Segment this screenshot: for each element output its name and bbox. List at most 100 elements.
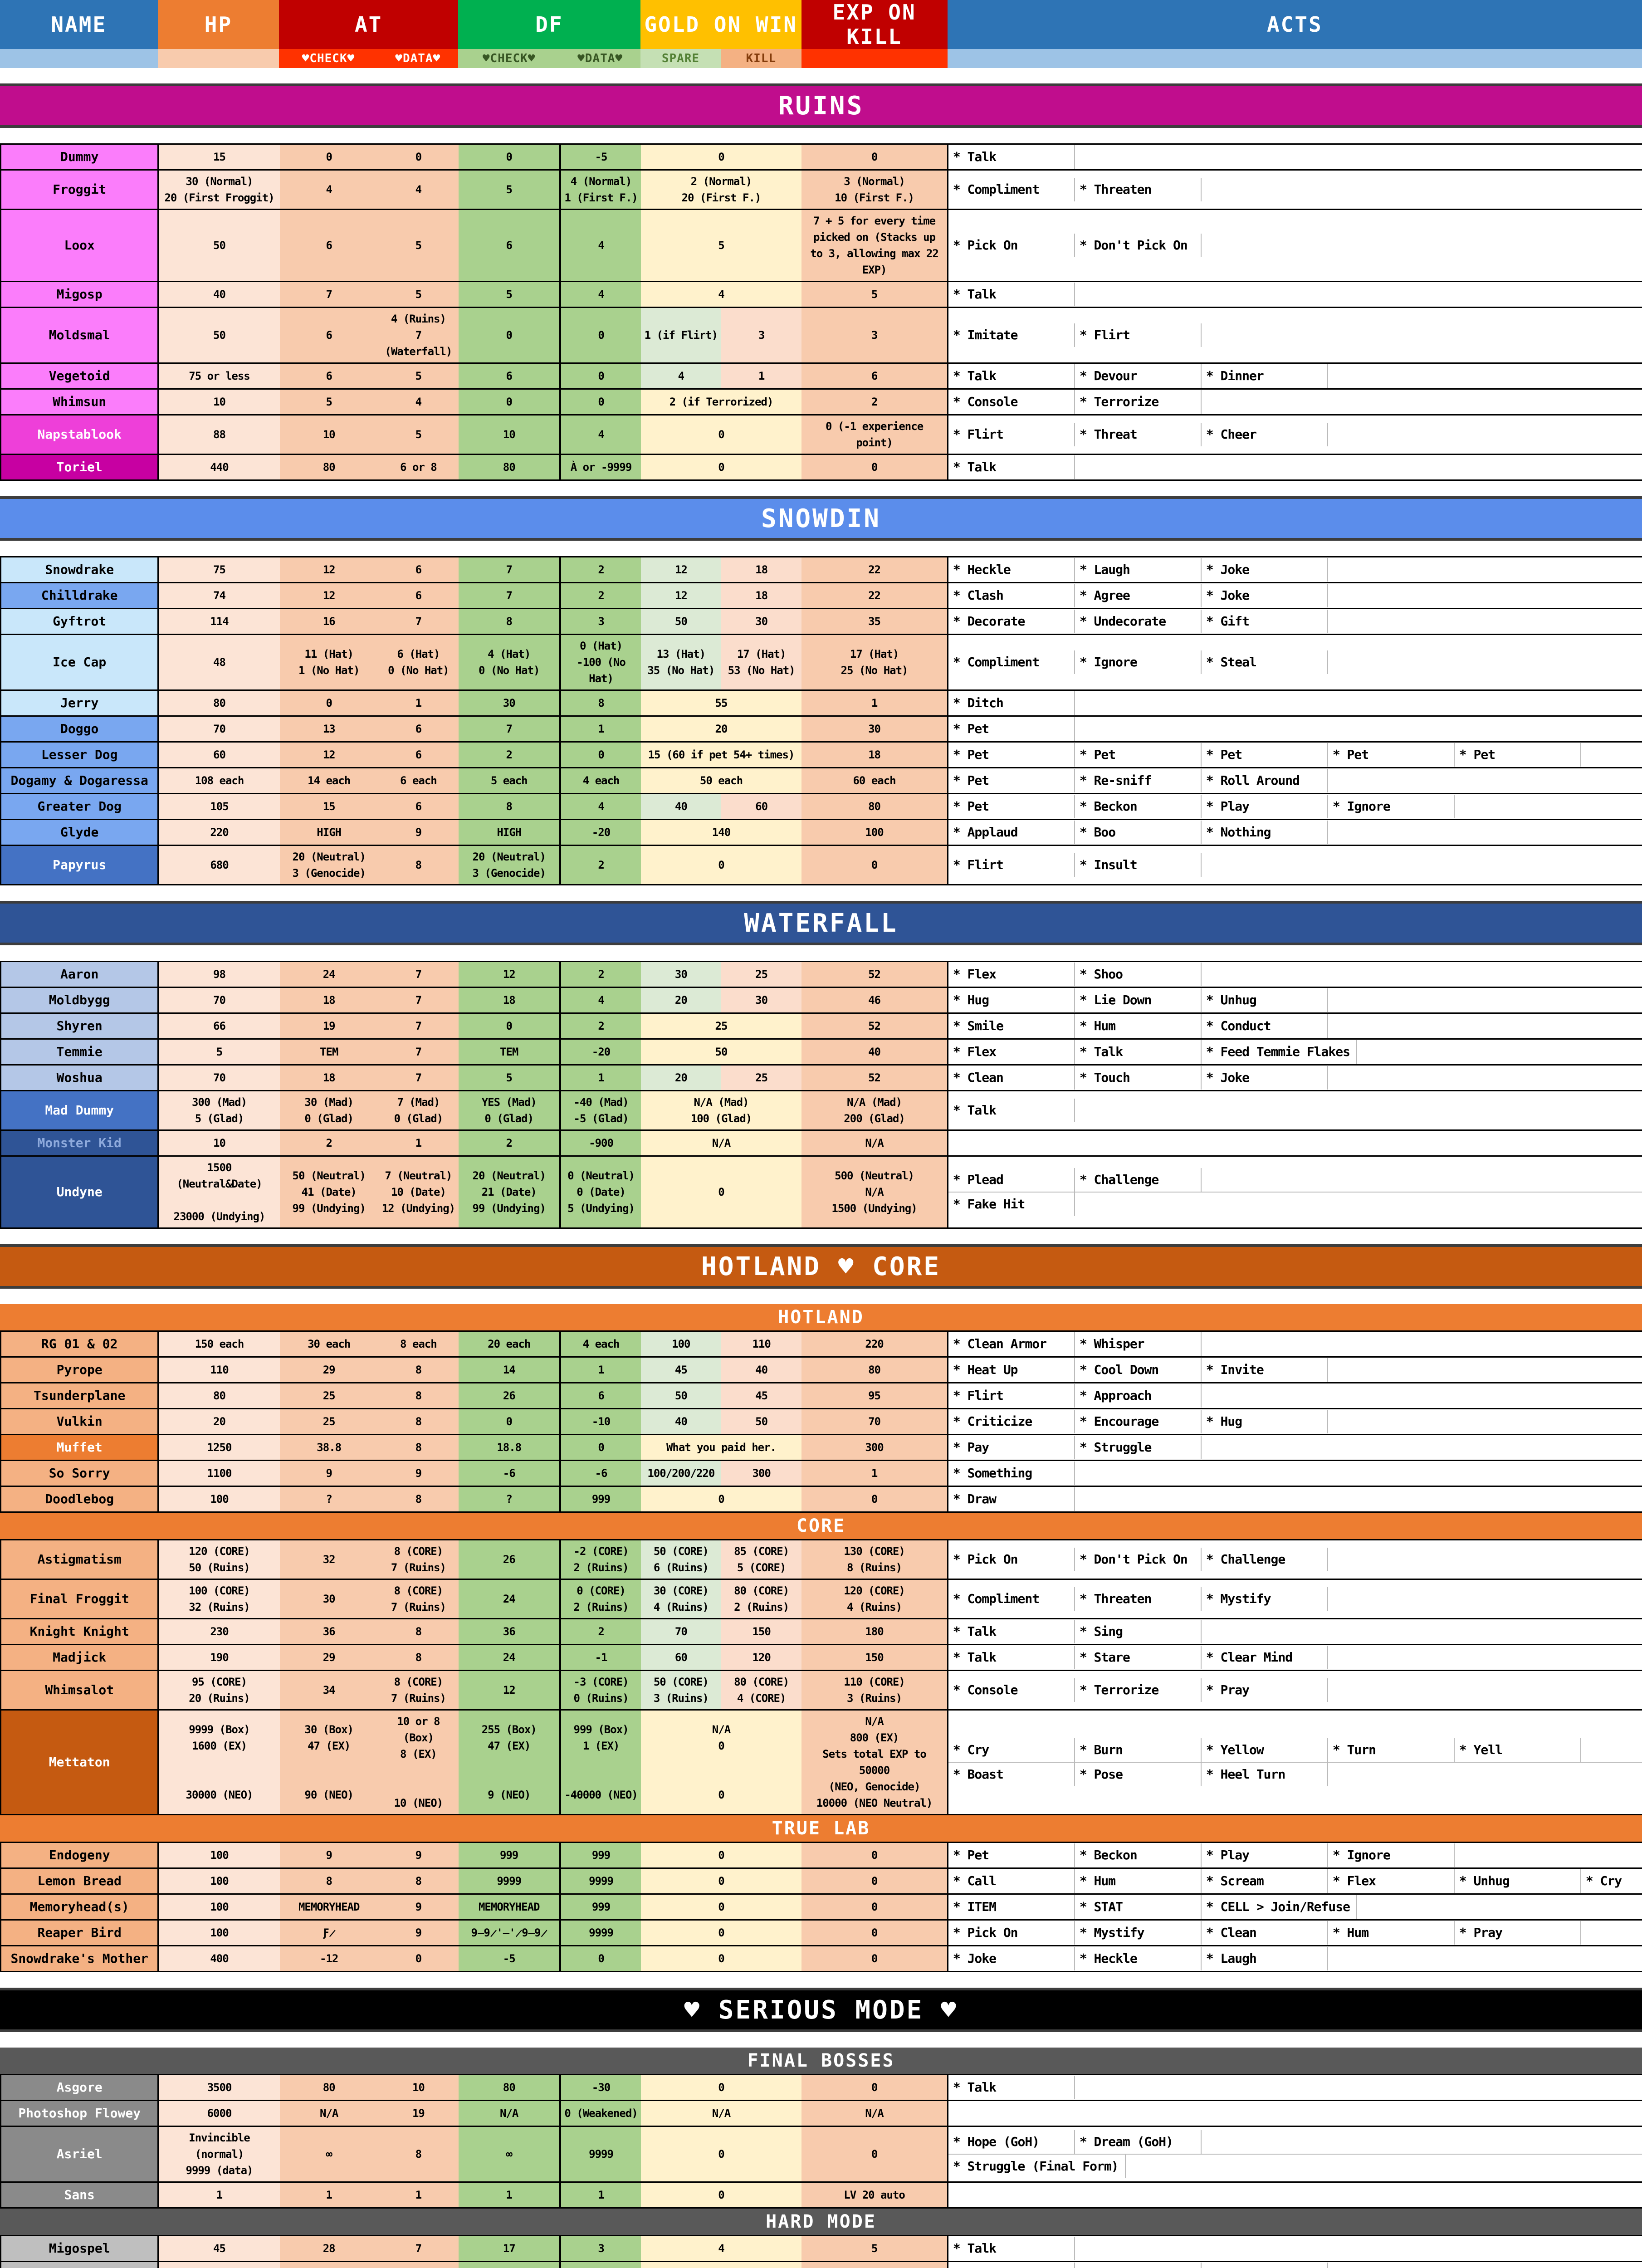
exp-cell: 52 [801, 1065, 948, 1091]
stat-line: 0 [804, 2079, 944, 2096]
act-option: * Talk [948, 283, 1075, 306]
monster-name-cell: Sans [1, 2182, 158, 2208]
stat-line: 114 [161, 613, 277, 630]
at-data-cell: 1 [378, 2182, 459, 2208]
acts-cell: * Talk* Devour* Dinner [948, 363, 1642, 389]
stat-line: 5 (Undying) [564, 1200, 638, 1217]
stat-line: 30 [724, 992, 799, 1008]
stat-line: 0 [644, 459, 799, 475]
act-option: * Talk [948, 1620, 1075, 1643]
act-option: * Fix [948, 2263, 1075, 2268]
acts-cell: * ITEM* STAT* CELL > Join/Refuse [948, 1894, 1642, 1920]
act-option: * Encourage [1075, 1410, 1202, 1433]
stat-line: 108 each [161, 772, 277, 789]
exp-cell: N/A [801, 2101, 948, 2126]
stat-line: -3 (CORE) [564, 1674, 638, 1690]
stat-line: 20 [644, 1070, 718, 1086]
at-check-cell: 28 [280, 2236, 378, 2262]
stat-line: 29 [283, 1362, 376, 1378]
stat-line: 0 [804, 459, 944, 475]
hp-cell: 80 [158, 1383, 280, 1409]
header-df: DF [458, 0, 640, 49]
stat-line: 1 [564, 1362, 638, 1378]
stat-line: 0 [461, 394, 557, 410]
stat-line: 23000 (Undying) [161, 1208, 277, 1225]
acts-cell: * Clean* Touch* Joke [948, 1065, 1642, 1091]
stat-line: 20 (First F.) [644, 190, 799, 206]
monster-name-cell: Shyren [1, 1013, 158, 1039]
stat-line: Greater Dog [4, 797, 155, 816]
stat-line: N/A [461, 2105, 557, 2121]
stat-line: Madjick [4, 1648, 155, 1667]
stat-line: 7 [461, 562, 557, 578]
stat-line: 25 (No Hat) [804, 662, 944, 679]
gold-cell: What you paid her. [641, 1435, 802, 1461]
at-check-cell: 6 [280, 210, 378, 282]
stat-line: 1 (First F.) [564, 190, 638, 206]
exp-cell: 0 [801, 1486, 948, 1512]
act-option: * Conduct [1202, 1014, 1328, 1038]
stat-line: 25 [724, 966, 799, 982]
stat-line: 99 (Undying) [461, 1200, 557, 1217]
gold-spare-cell: 100/200/220 [641, 1461, 721, 1486]
df-check-cell: 7 [459, 716, 560, 742]
stat-line: 999 [461, 1847, 557, 1863]
df-check-cell: 8 [459, 609, 560, 635]
df-check-cell: 0 [459, 1013, 560, 1039]
stat-line: 100 [161, 1925, 277, 1941]
acts-cell: * Talk [948, 1091, 1642, 1130]
df-data-cell: -4 [560, 2262, 640, 2268]
act-option: * Pet [948, 717, 1075, 741]
stat-line: N/A [804, 2105, 944, 2121]
act-option: * Pick On [948, 1921, 1075, 1945]
monster-name-cell: Ice Cap [1, 635, 158, 690]
gold-spare-cell: 100 [641, 1331, 721, 1357]
act-option: * Re-sniff [1075, 769, 1202, 792]
hp-cell: 88 [158, 415, 280, 455]
act-option: * Touch [1075, 1066, 1202, 1090]
stat-line: 80 [461, 459, 557, 475]
stat-line: 25 [283, 1413, 376, 1430]
stat-line: 0 [461, 1018, 557, 1034]
df-data-cell: -20 [560, 820, 640, 846]
stat-line: 4 (Hat) [461, 646, 557, 662]
at-check-cell: 10 [280, 415, 378, 455]
at-data-cell: 4 [378, 170, 459, 210]
act-option: * Terrorize [1075, 390, 1202, 414]
stat-line: 110 (CORE) [804, 1674, 944, 1690]
header-acts-sub [948, 49, 1642, 68]
stat-line: 230 [161, 1623, 277, 1640]
exp-cell: 2 [801, 389, 948, 415]
stat-line: 6 each [381, 772, 456, 789]
df-check-cell: 2 [459, 742, 560, 768]
stat-line: 29 [283, 1649, 376, 1666]
at-data-cell: 7 [378, 1039, 459, 1065]
stat-line: Asgore [4, 2078, 155, 2097]
df-data-cell: 3 [560, 609, 640, 635]
df-data-cell: 2 [560, 1013, 640, 1039]
section-banner: HOTLAND ♥ CORE [0, 1244, 1642, 1289]
stat-line: 130 (CORE) [804, 1543, 944, 1559]
act-option: * Switch [1075, 2263, 1202, 2268]
stat-line: 150 [724, 1623, 799, 1640]
stat-line: 0 [644, 2079, 799, 2096]
stat-line: 70 [161, 1070, 277, 1086]
stat-line: 4 (Ruins) [381, 311, 456, 327]
header-exp-on-kill: EXP ON KILL [801, 0, 948, 49]
df-check-cell: 26 [459, 1540, 560, 1579]
stat-line: 7 [381, 992, 456, 1008]
hp-cell: 70 [158, 1065, 280, 1091]
gold-cell: 20 [641, 716, 802, 742]
header-gold-spare: SPARE [640, 49, 721, 68]
stat-line: Ice Cap [4, 653, 155, 672]
gold-kill-cell: 17 (Hat)53 (No Hat) [721, 635, 801, 690]
at-check-cell: 19 [280, 1013, 378, 1039]
exp-cell: 0 [801, 144, 948, 170]
stat-line: -20 [564, 824, 638, 841]
